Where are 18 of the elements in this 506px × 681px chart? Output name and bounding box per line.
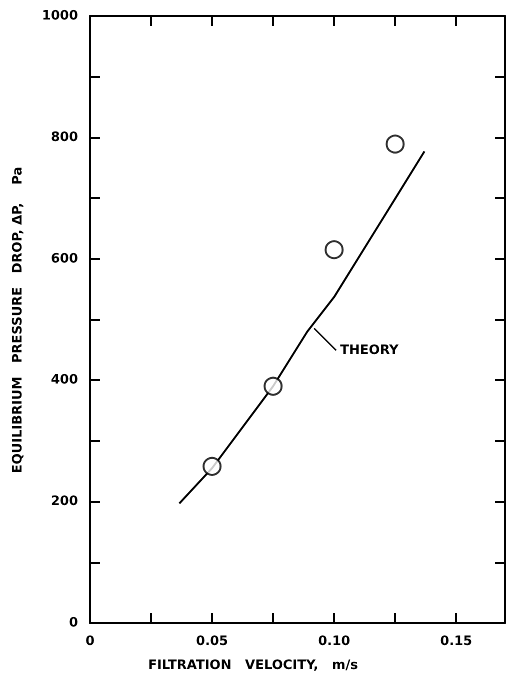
x-axis-title: FILTRATION VELOCITY, m/s <box>148 658 358 673</box>
x-tick-label: 0.05 <box>196 634 228 649</box>
y-tick-label: 400 <box>50 372 78 388</box>
y-tick-label: 600 <box>50 251 78 266</box>
y-tick-label: 1000 <box>42 8 78 24</box>
y-tick-label: 800 <box>50 130 78 145</box>
point <box>324 240 344 260</box>
y-tick-label: 200 <box>50 494 78 510</box>
y-axis-title: EQUILIBRIUM PRESSURE DROP, ΔP, Pa <box>10 166 26 474</box>
annotation: THEORY <box>340 342 400 358</box>
point <box>264 376 283 396</box>
point <box>202 456 222 476</box>
y-tick-label: 0 <box>68 616 78 630</box>
line-series <box>178 150 426 504</box>
x-tick-label: 0.10 <box>318 634 350 649</box>
point <box>386 134 405 154</box>
x-tick-label: 0.15 <box>440 634 472 649</box>
x-tick-label: 0 <box>85 634 95 649</box>
